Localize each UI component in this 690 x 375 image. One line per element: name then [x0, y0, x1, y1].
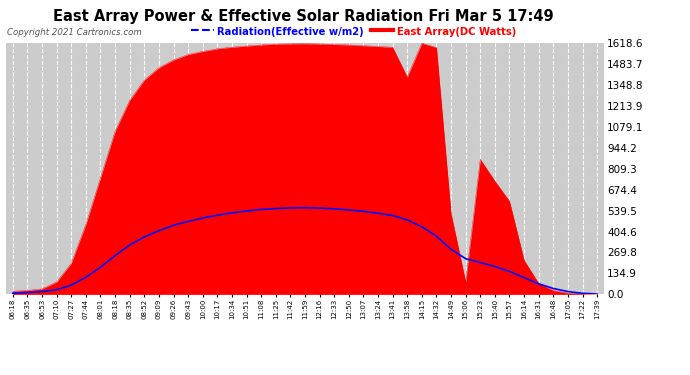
- Text: Radiation(Effective w/m2): Radiation(Effective w/m2): [217, 27, 364, 37]
- Text: East Array Power & Effective Solar Radiation Fri Mar 5 17:49: East Array Power & Effective Solar Radia…: [53, 9, 554, 24]
- Text: East Array(DC Watts): East Array(DC Watts): [397, 27, 516, 37]
- Text: Copyright 2021 Cartronics.com: Copyright 2021 Cartronics.com: [7, 28, 141, 37]
